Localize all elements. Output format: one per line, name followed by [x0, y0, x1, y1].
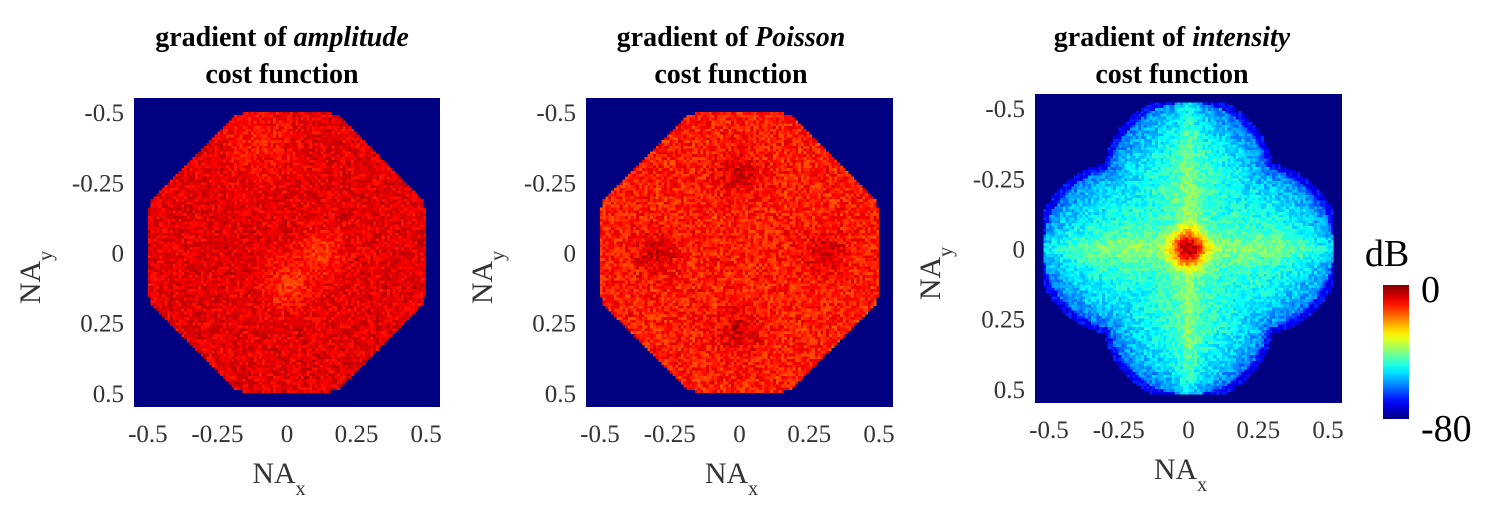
x-tick-label: -0.25	[644, 421, 696, 448]
title-emphasis: Poisson	[754, 22, 845, 53]
x-axis-label: NAx	[252, 457, 305, 500]
y-tick-label: 0	[564, 241, 577, 268]
x-tick-label: -0.25	[191, 421, 243, 448]
x-tick-label: 0	[1182, 417, 1195, 444]
y-tick-label: -0.25	[973, 166, 1025, 193]
x-tick-label: 0.5	[410, 421, 441, 448]
x-tick-label: -0.5	[128, 421, 168, 448]
x-tick-label: 0.25	[787, 421, 831, 448]
x-tick-label: 0	[281, 421, 294, 448]
title-prefix: gradient of	[1054, 22, 1192, 53]
panel-title-line2: cost function	[1095, 59, 1249, 90]
panel-title-line2: cost function	[654, 59, 808, 90]
panel-title-line2: cost function	[205, 59, 359, 90]
x-tick-label: 0.25	[1236, 417, 1280, 444]
x-axis-label: NAx	[1154, 453, 1207, 496]
y-tick-label: 0.25	[80, 311, 124, 338]
y-axis-label: NAy	[14, 251, 57, 304]
y-tick-label: -0.5	[985, 96, 1025, 123]
y-tick-label: 0	[1013, 237, 1026, 264]
y-tick-label: -0.5	[536, 100, 576, 127]
x-tick-label: 0.5	[1312, 417, 1343, 444]
y-tick-label: 0	[112, 241, 125, 268]
panel-3: gradient of intensity cost function -0.5 -0…	[914, 22, 1344, 496]
y-axis-label: NAy	[466, 251, 509, 304]
y-tick-label: -0.25	[72, 170, 124, 197]
y-tick-label: 0.25	[532, 311, 576, 338]
x-tick-label: -0.5	[1029, 417, 1069, 444]
heatmap-image	[134, 98, 440, 407]
colorbar: dB 0 -80	[1365, 233, 1472, 450]
colorbar-max-label: 0	[1421, 269, 1440, 311]
title-emphasis: intensity	[1192, 22, 1291, 53]
panel-title-line1: gradient of amplitude	[155, 22, 409, 53]
panel-title-line1: gradient of intensity	[1054, 22, 1291, 53]
y-tick-label: 0.25	[981, 307, 1025, 334]
y-tick-label: -0.5	[84, 100, 124, 127]
title-prefix: gradient of	[155, 22, 293, 53]
x-tick-label: 0.5	[863, 421, 894, 448]
y-tick-label: 0.5	[545, 381, 576, 408]
y-tick-label: 0.5	[994, 377, 1025, 404]
x-tick-label: -0.5	[580, 421, 620, 448]
y-tick-label: 0.5	[93, 381, 124, 408]
y-axis-label: NAy	[914, 247, 957, 300]
y-tick-label: -0.25	[524, 170, 576, 197]
panel-2: gradient of Poisson cost function -0.5 -0.2…	[466, 22, 895, 500]
panel-1: gradient of amplitude cost function -0.5 -0…	[14, 22, 442, 500]
x-tick-label: 0.25	[335, 421, 379, 448]
colorbar-min-label: -80	[1421, 408, 1472, 450]
x-tick-label: 0	[733, 421, 746, 448]
colorbar-unit-label: dB	[1365, 233, 1409, 275]
colorbar-gradient	[1383, 285, 1409, 419]
x-axis-label: NAx	[705, 457, 758, 500]
x-tick-label: -0.25	[1093, 417, 1145, 444]
title-emphasis: amplitude	[294, 22, 409, 53]
heatmap-image	[1035, 94, 1342, 403]
title-prefix: gradient of	[617, 22, 755, 53]
heatmap-image	[586, 98, 893, 407]
panel-title-line1: gradient of Poisson	[617, 22, 846, 53]
